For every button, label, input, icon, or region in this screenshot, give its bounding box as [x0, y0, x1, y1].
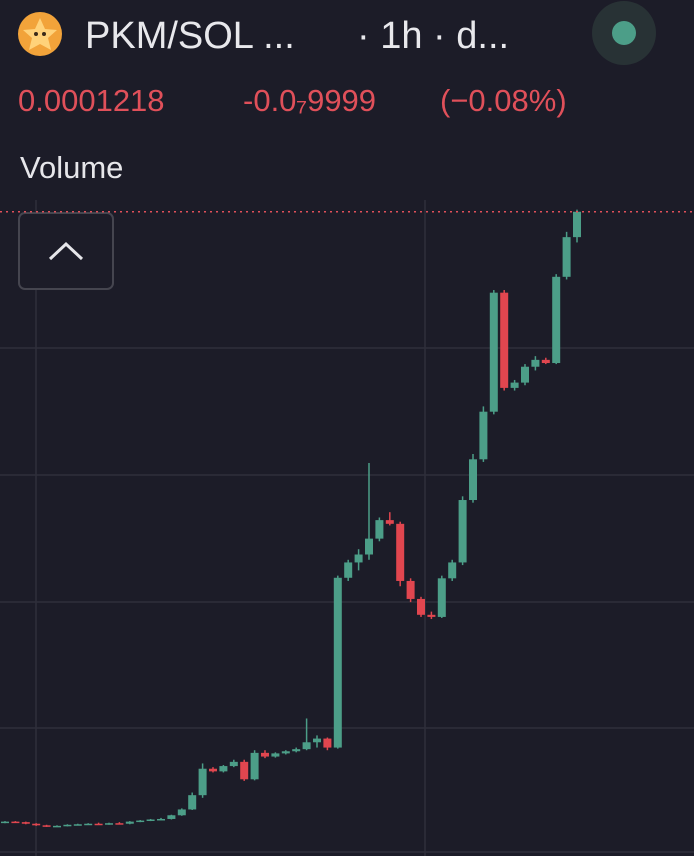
candle-body	[21, 822, 30, 824]
pair-title: PKM/SOL ...	[85, 15, 295, 57]
volume-label: Volume	[20, 150, 123, 185]
candle-body	[219, 766, 228, 772]
candle-body	[500, 292, 509, 388]
candle-body	[157, 818, 165, 821]
candle-body	[136, 820, 145, 823]
candle-body	[94, 823, 103, 826]
candle-body	[448, 562, 457, 579]
candle-body	[292, 749, 301, 752]
candle-body	[365, 538, 373, 555]
candle-body	[167, 815, 176, 819]
candle-body	[188, 795, 197, 810]
candle-body	[375, 520, 384, 539]
candle-body	[271, 753, 280, 757]
candle-body	[42, 825, 51, 827]
grid	[0, 200, 694, 856]
candle-body	[261, 752, 269, 757]
candle-body	[406, 580, 415, 599]
candle-body	[333, 577, 342, 748]
candle-body	[385, 520, 394, 524]
collapse-button[interactable]	[18, 212, 114, 290]
candle-body	[427, 614, 436, 617]
candle-body	[354, 554, 363, 563]
token-icon	[18, 12, 62, 56]
candle-body	[417, 598, 425, 615]
candle-body	[1, 821, 9, 824]
candle-body	[209, 768, 217, 772]
candle-body	[531, 359, 540, 367]
candle-body	[146, 819, 155, 822]
candle-body	[63, 824, 72, 827]
candle-body	[521, 366, 529, 383]
candle-body	[302, 742, 311, 750]
candle-body	[105, 823, 113, 825]
candle-body	[198, 768, 207, 796]
candle-body	[562, 237, 571, 277]
candle-body	[437, 578, 446, 617]
price-change: -0.0₇9999	[243, 83, 376, 118]
interval: · 1h · d...	[357, 15, 509, 57]
candle-body	[323, 738, 332, 748]
candle-body	[250, 752, 259, 780]
candle-body	[281, 751, 290, 754]
price: 0.0001218	[18, 83, 165, 118]
status-indicator[interactable]	[592, 1, 656, 65]
candle-body	[510, 382, 519, 388]
candle-body	[552, 276, 561, 364]
candle-body	[396, 523, 405, 581]
candle-body	[84, 823, 93, 826]
candle-body	[541, 359, 550, 364]
candle-body	[11, 821, 20, 824]
candle-body	[53, 825, 61, 828]
candle-body	[229, 761, 238, 767]
candle-body	[489, 292, 498, 412]
candle-body	[125, 821, 134, 824]
candles	[0, 209, 694, 828]
candle-body	[469, 459, 477, 501]
candle-body	[458, 500, 467, 563]
candle-body	[73, 824, 82, 826]
candle-body	[32, 823, 41, 826]
candle-body	[344, 562, 353, 578]
candle-body	[177, 809, 186, 816]
candle-body	[313, 738, 321, 743]
price-change-percent: (−0.08%)	[440, 83, 567, 118]
candle-body	[115, 823, 124, 825]
candle-body	[573, 211, 581, 238]
candle-body	[240, 761, 249, 780]
candle-body	[479, 411, 488, 460]
